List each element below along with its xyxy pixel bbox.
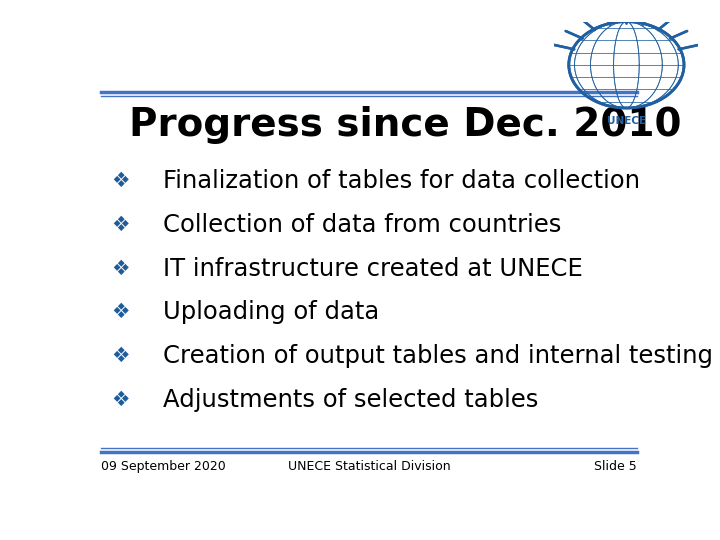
Text: Adjustments of selected tables: Adjustments of selected tables — [163, 388, 538, 411]
Text: Uploading of data: Uploading of data — [163, 300, 379, 324]
Text: IT infrastructure created at UNECE: IT infrastructure created at UNECE — [163, 256, 582, 281]
Text: Collection of data from countries: Collection of data from countries — [163, 213, 561, 237]
Text: ❖: ❖ — [112, 389, 130, 409]
Text: Creation of output tables and internal testing: Creation of output tables and internal t… — [163, 344, 713, 368]
Text: ❖: ❖ — [112, 302, 130, 322]
Text: UNECE Statistical Division: UNECE Statistical Division — [288, 460, 450, 472]
Text: ❖: ❖ — [112, 215, 130, 235]
Text: ❖: ❖ — [112, 171, 130, 191]
Text: 09 September 2020: 09 September 2020 — [101, 460, 226, 472]
Text: Progress since Dec. 2010: Progress since Dec. 2010 — [129, 106, 682, 144]
Text: Slide 5: Slide 5 — [594, 460, 637, 472]
Text: UNECE: UNECE — [607, 116, 646, 126]
Text: ❖: ❖ — [112, 259, 130, 279]
Text: ❖: ❖ — [112, 346, 130, 366]
Text: Finalization of tables for data collection: Finalization of tables for data collecti… — [163, 169, 639, 193]
